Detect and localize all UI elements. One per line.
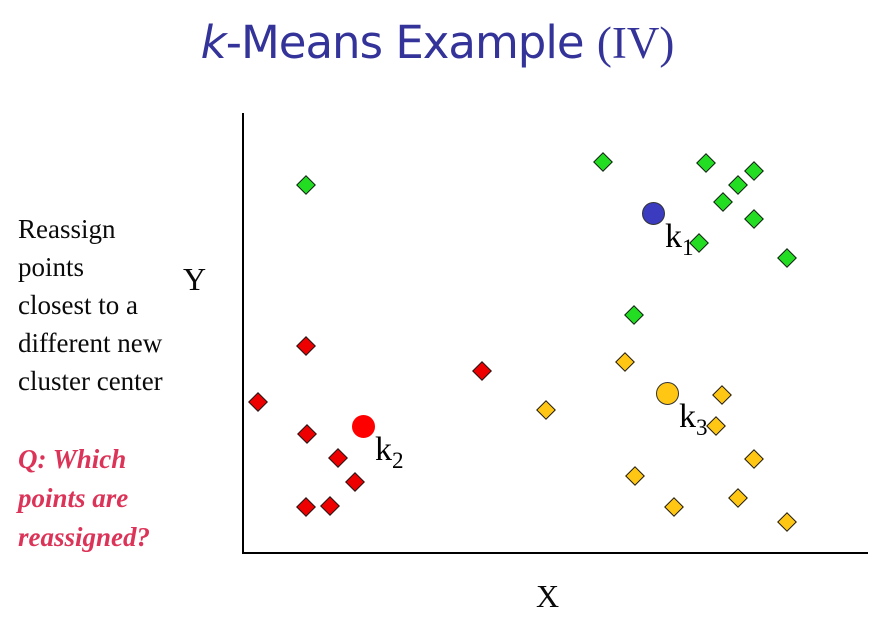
data-point-cluster-red — [296, 336, 316, 356]
data-point-cluster-red — [320, 496, 340, 516]
annotation-reassign: Reassign points closest to a different n… — [18, 210, 163, 400]
data-point-cluster-green — [296, 175, 316, 195]
data-point-cluster-yellow — [664, 497, 684, 517]
annotation-reassign-line-3: closest to a — [18, 290, 138, 320]
data-point-cluster-red — [297, 424, 317, 444]
title-k-italic: k — [200, 16, 227, 69]
data-point-cluster-red — [328, 448, 348, 468]
x-axis-label: X — [536, 578, 560, 614]
data-point-cluster-yellow — [536, 400, 556, 420]
annotation-reassign-line-4: different new — [18, 328, 163, 358]
data-point-cluster-red — [296, 497, 316, 517]
data-point-cluster-green — [777, 248, 797, 268]
data-point-cluster-green — [696, 153, 716, 173]
title-main: -Means Example — [225, 16, 597, 69]
data-point-cluster-green — [624, 305, 644, 325]
annotation-question-line-2: points are — [18, 483, 129, 513]
data-point-cluster-yellow — [625, 466, 645, 486]
page-title: k-Means Example (IV) — [0, 16, 875, 69]
annotation-question-line-3: reassigned? — [18, 522, 151, 552]
centroid-k2 — [352, 415, 375, 438]
data-point-cluster-yellow — [706, 416, 726, 436]
centroid-label-k1: k1 — [665, 218, 694, 261]
data-point-cluster-green — [744, 209, 764, 229]
centroid-label-k2: k2 — [375, 431, 404, 474]
annotation-reassign-line-5: cluster center — [18, 366, 163, 396]
y-axis-label: Y — [183, 261, 207, 297]
annotation-reassign-line-2: points — [18, 252, 85, 282]
title-numeral: (IV) — [596, 18, 675, 68]
annotation-reassign-line-1: Reassign — [18, 214, 116, 244]
x-axis-line — [242, 552, 868, 554]
data-point-cluster-green — [713, 192, 733, 212]
centroid-k1 — [642, 202, 665, 225]
data-point-cluster-red — [472, 361, 492, 381]
centroid-label-k3: k3 — [679, 398, 708, 441]
data-point-cluster-red — [248, 392, 268, 412]
data-point-cluster-yellow — [777, 512, 797, 532]
data-point-cluster-yellow — [615, 352, 635, 372]
y-axis-line — [242, 113, 244, 554]
data-point-cluster-red — [345, 472, 365, 492]
annotation-question-line-1: Q: Which — [18, 444, 127, 474]
annotation-question: Q: Which points are reassigned? — [18, 440, 150, 557]
centroid-k3 — [656, 382, 679, 405]
data-point-cluster-yellow — [744, 449, 764, 469]
data-point-cluster-green — [728, 175, 748, 195]
data-point-cluster-yellow — [728, 488, 748, 508]
data-point-cluster-green — [744, 161, 764, 181]
data-point-cluster-yellow — [712, 385, 732, 405]
data-point-cluster-green — [593, 152, 613, 172]
